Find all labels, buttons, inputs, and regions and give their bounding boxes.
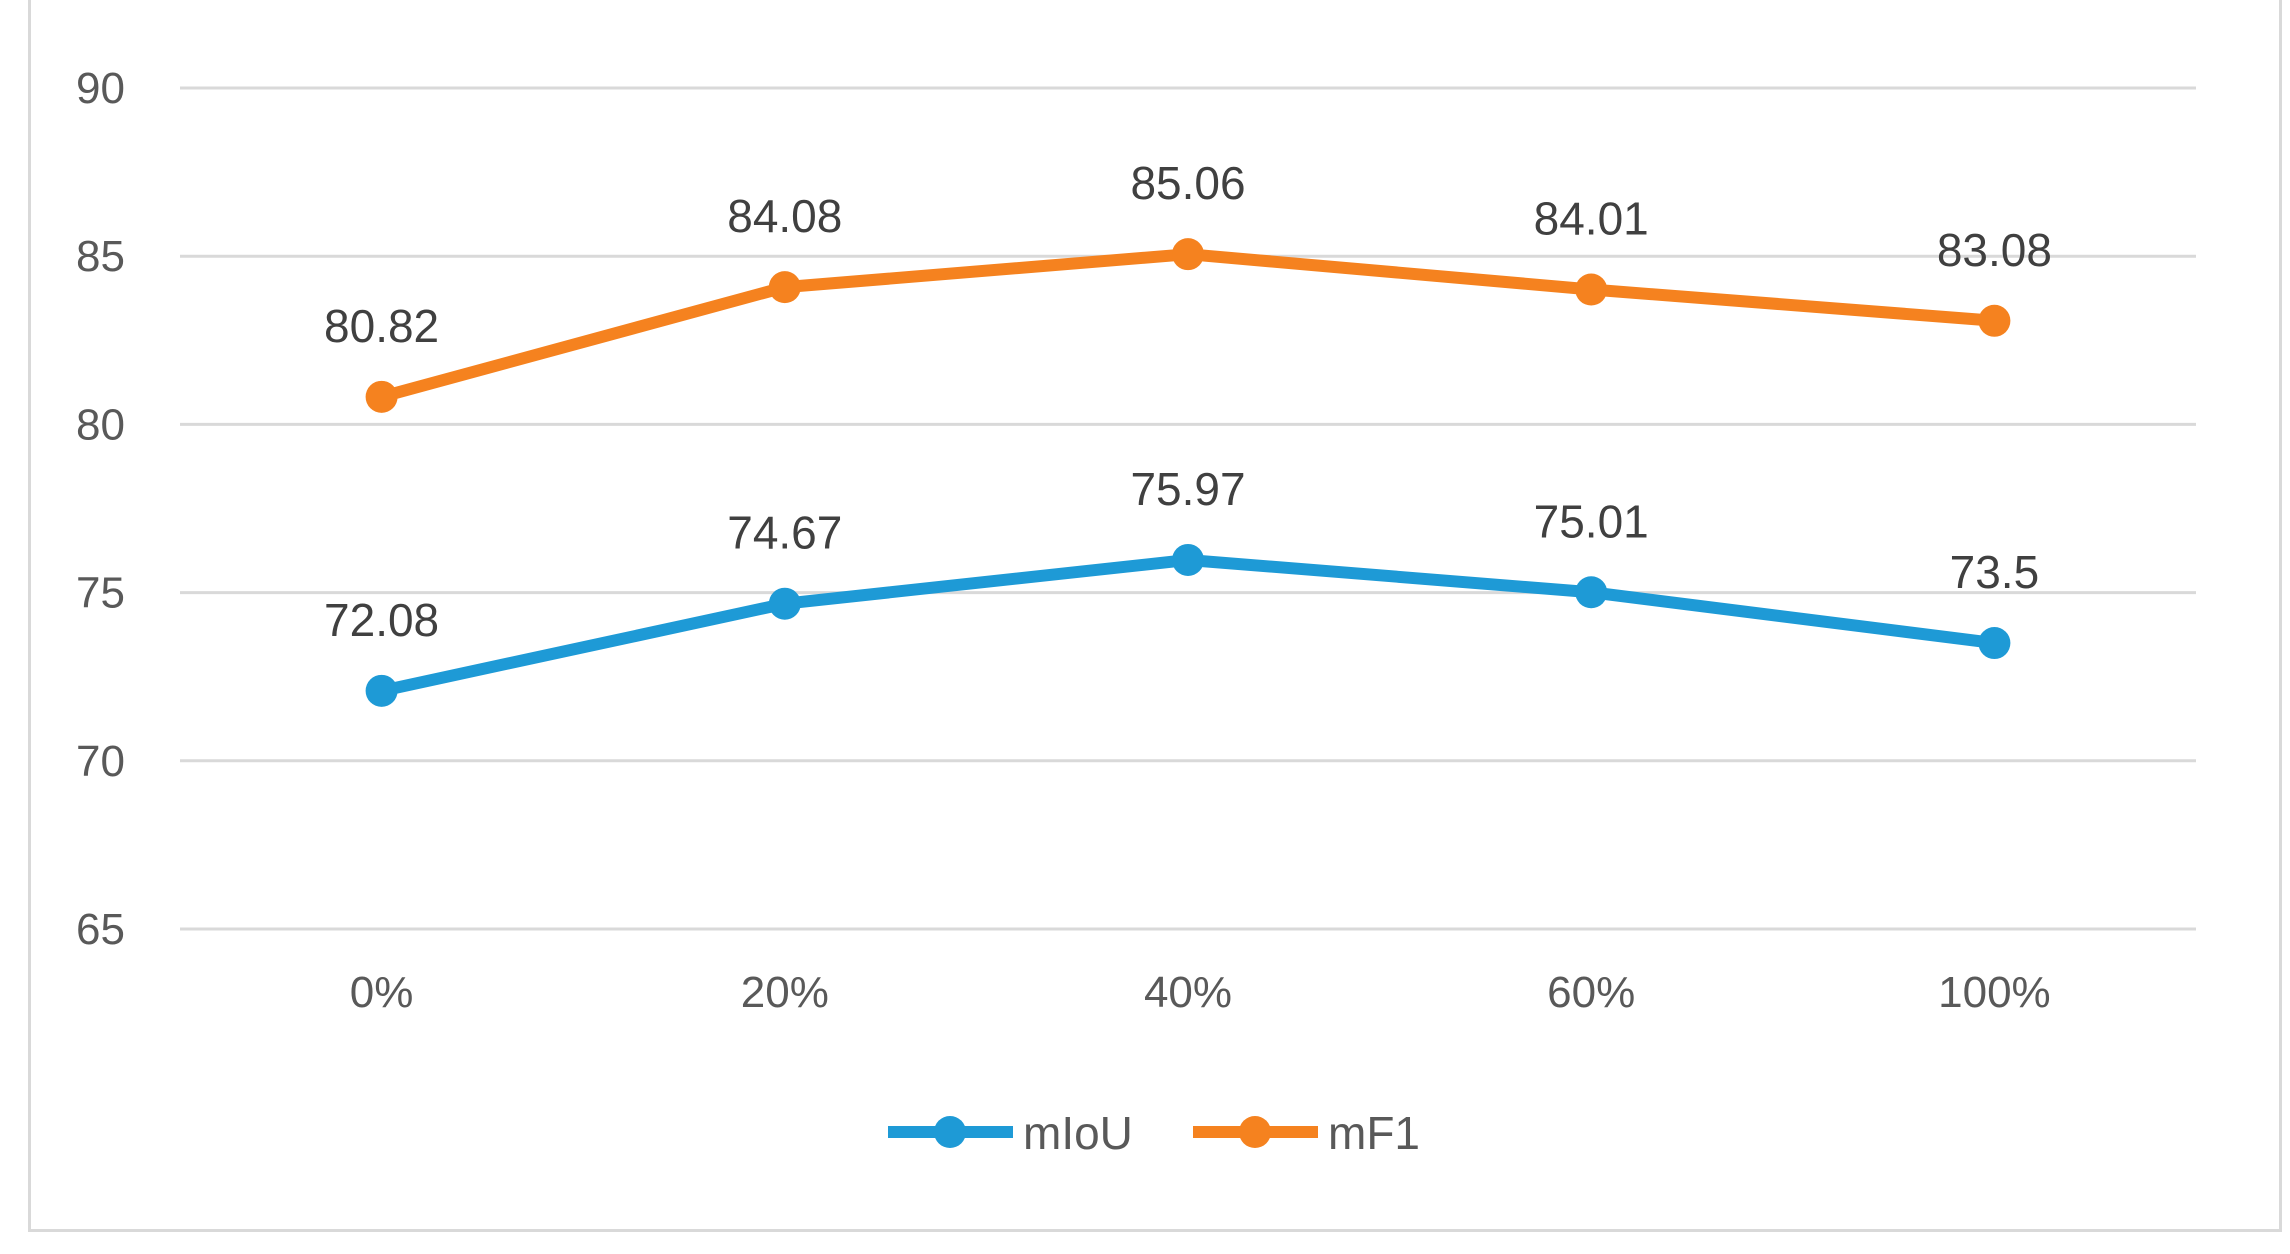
y-tick-label: 85 [76,232,125,281]
legend-swatch-marker [934,1116,966,1148]
x-tick-label: 20% [741,968,829,1017]
data-point [768,587,801,620]
data-point [365,674,398,707]
data-point [1172,238,1204,271]
data-point [365,380,398,413]
x-axis-tick-labels: 0% 20% 40% 60% 100% [350,968,2051,1017]
data-label: 73.5 [1950,546,2040,598]
y-tick-label: 90 [76,64,125,113]
x-tick-label: 40% [1144,968,1232,1017]
data-label: 80.82 [324,300,439,352]
y-axis-tick-labels: 65 70 75 80 85 90 [76,64,125,954]
data-point [1978,304,2011,337]
data-point [1575,273,1608,306]
legend-label: mIoU [1023,1107,1133,1159]
data-label: 84.08 [727,190,842,242]
data-point [1575,576,1608,609]
legend-swatch-marker [1239,1116,1271,1148]
data-label: 84.01 [1534,193,1649,245]
legend-label: mF1 [1328,1107,1420,1159]
y-tick-label: 75 [76,569,125,618]
data-label: 74.67 [727,507,842,559]
y-tick-label: 80 [76,400,125,449]
data-point [768,271,801,304]
data-label: 75.97 [1130,463,1245,515]
y-tick-label: 65 [76,905,125,954]
series-layer: 72.0874.6775.9775.0173.580.8284.0885.068… [324,157,2052,707]
x-tick-label: 0% [350,968,414,1017]
data-point [1978,627,2011,660]
x-tick-label: 60% [1547,968,1635,1017]
series-miou: 72.08 74.67 75.97 75.01 73.5 [324,463,2039,707]
x-tick-label: 100% [1938,968,2051,1017]
y-tick-label: 70 [76,737,125,786]
data-label: 75.01 [1534,495,1649,547]
series-line [375,248,2001,403]
data-label: 72.08 [324,594,439,646]
data-label: 85.06 [1130,157,1245,209]
data-label: 83.08 [1937,224,2052,276]
series-line [375,553,2001,697]
data-point [1172,543,1204,576]
legend-item-miou: mIoU [888,1107,1133,1159]
chart-frame [28,0,2282,1232]
series-mf1: 80.82 84.08 85.06 84.01 83.08 [324,157,2052,413]
legend-item-mf1: mF1 [1193,1107,1420,1159]
legend: mIoU mF1 [888,1107,1420,1159]
